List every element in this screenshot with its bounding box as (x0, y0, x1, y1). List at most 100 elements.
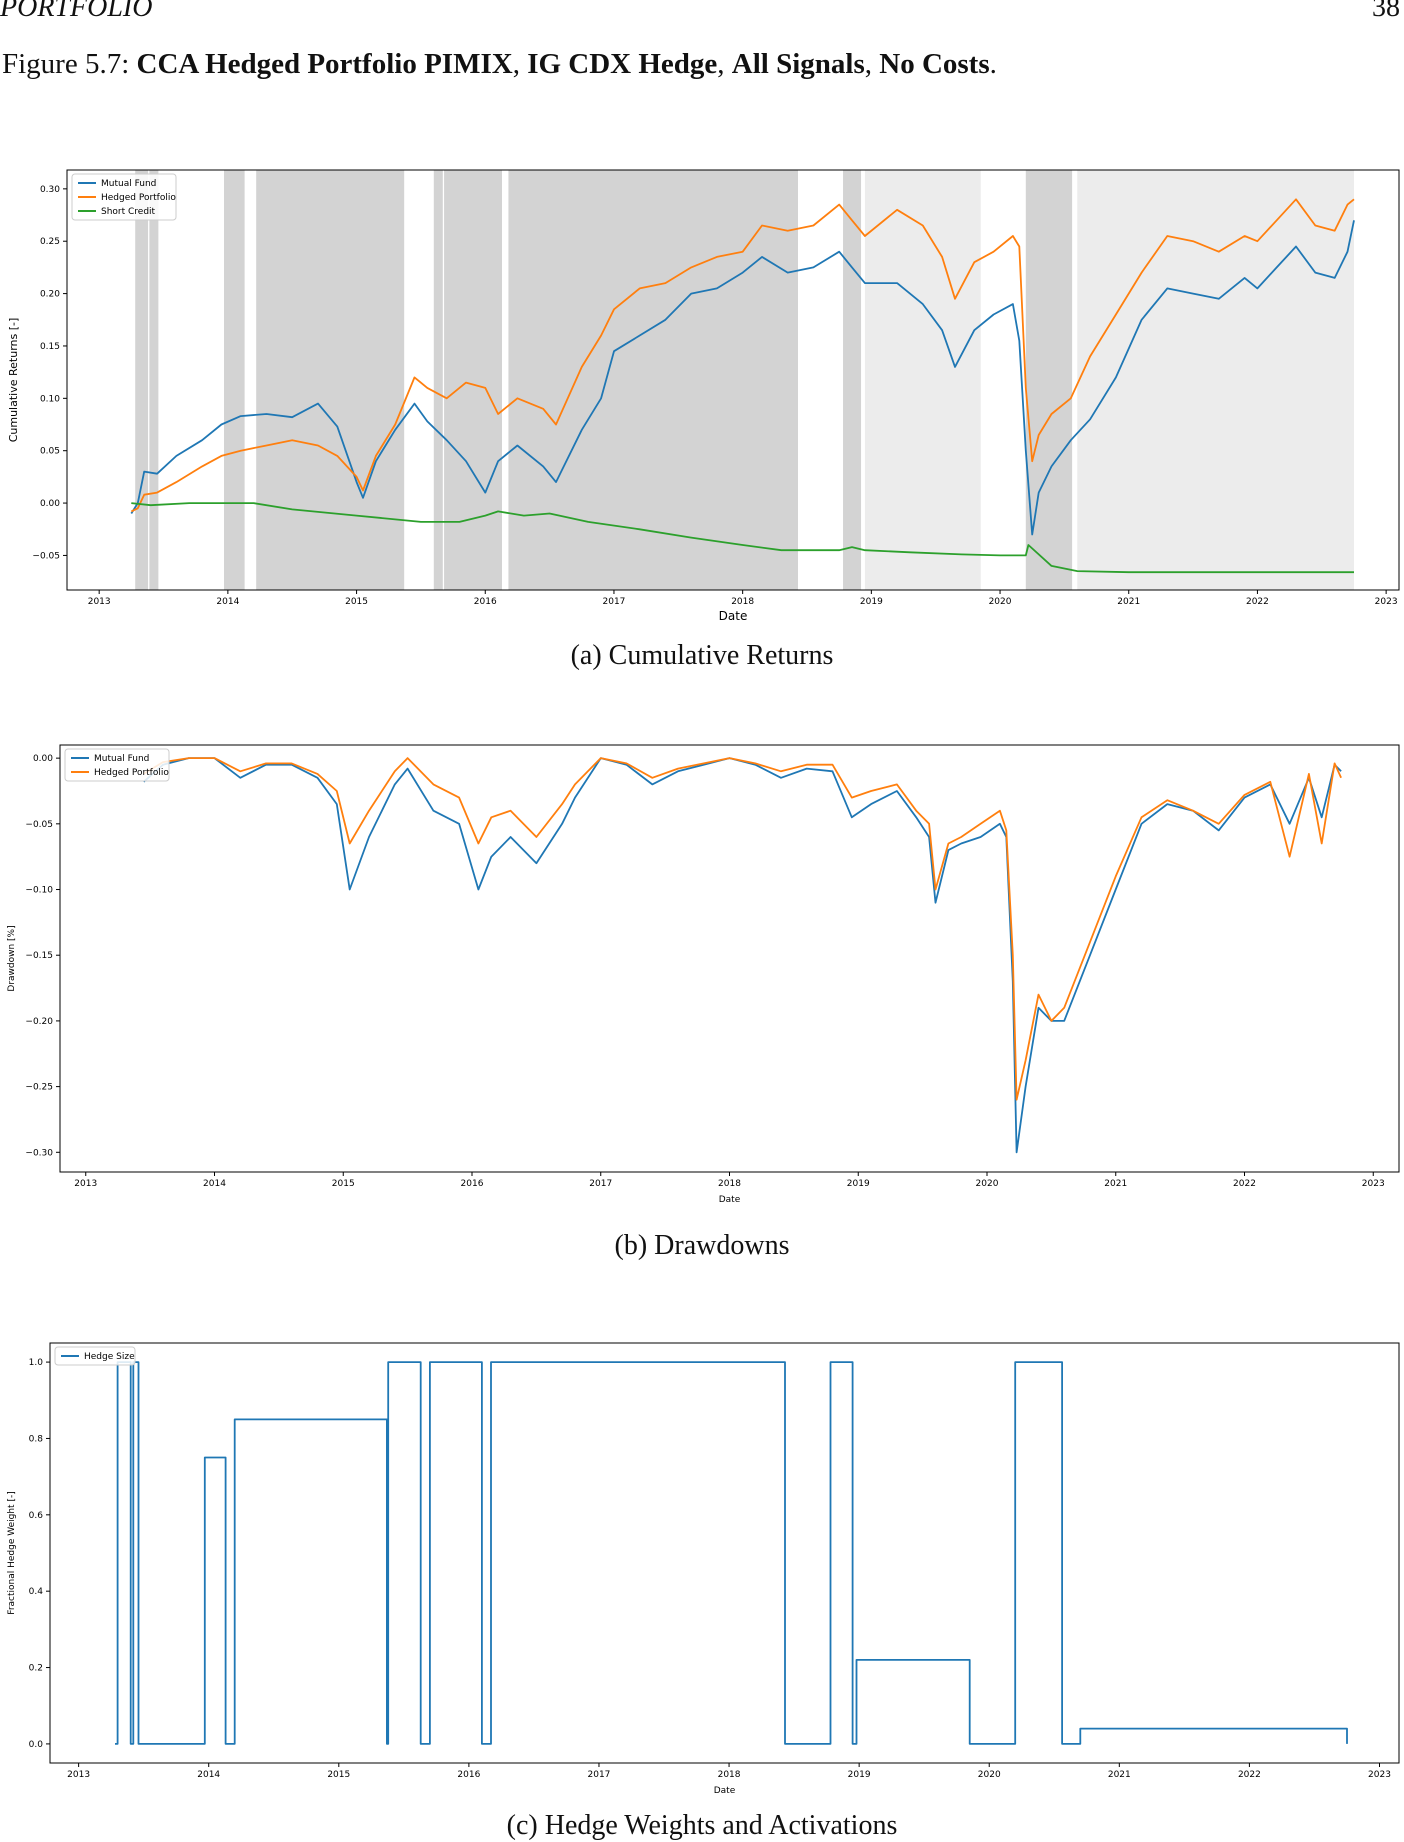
x-tick-label: 2018 (718, 1179, 741, 1189)
x-tick-label: 2019 (860, 597, 883, 607)
legend-label-mutual-fund: Mutual Fund (101, 179, 156, 189)
x-tick-label: 2016 (474, 597, 497, 607)
x-tick-label: 2015 (345, 597, 368, 607)
hedge-active-region (444, 170, 502, 590)
y-tick-label: −0.15 (25, 951, 53, 961)
legend-label-mutual-fund: Mutual Fund (94, 754, 149, 764)
y-tick-label: −0.25 (25, 1083, 53, 1093)
series-line-hedge-size (115, 1361, 1348, 1745)
figure-title-part: , (864, 48, 880, 80)
y-tick-label: −0.05 (25, 820, 53, 830)
figure-title-part: All Signals (731, 48, 865, 80)
figure-title-part: CCA Hedged Portfolio PIMIX (136, 48, 513, 80)
hedge-active-region (149, 170, 159, 590)
x-tick-label: 2014 (203, 1179, 226, 1189)
y-tick-label: 0.25 (40, 237, 60, 247)
y-axis-label: Drawdown [%] (7, 925, 17, 991)
y-tick-label: 0.15 (40, 342, 60, 352)
hedge-active-region (1025, 170, 1073, 590)
drawdowns-chart: 2013 2014 2015 2016 2017 2018 2019 2020 2021 2022… (7, 744, 1400, 1205)
y-tick-label: 0.6 (29, 1511, 44, 1521)
y-tick-label: 0.20 (40, 290, 60, 300)
x-tick-label: 2019 (848, 1770, 871, 1780)
y-tick-label: 0.30 (40, 185, 60, 195)
figure-title-part: IG CDX Hedge (527, 48, 718, 80)
y-tick-label: 0.8 (29, 1434, 44, 1444)
y-tick-label: −0.20 (25, 1017, 53, 1027)
x-tick-label: 2017 (589, 1179, 612, 1189)
x-axis-label: Date (719, 609, 748, 623)
hedge-active-region (433, 170, 443, 590)
x-axis-label: Date (714, 1786, 736, 1795)
page-number: 38 (1372, 0, 1400, 23)
x-tick-label: 2021 (1108, 1770, 1131, 1780)
plot-frame (49, 1342, 1400, 1764)
y-tick-label: 0.0 (29, 1740, 44, 1750)
figure-title-part: , (512, 48, 528, 80)
x-tick-label: 2019 (847, 1179, 870, 1189)
x-tick-label: 2013 (88, 597, 111, 607)
hedge-weights-chart: 2013 2014 2015 2016 2017 2018 2019 2020 2021 2022… (7, 1342, 1400, 1795)
legend-label-hedged-portfolio: Hedged Portfolio (101, 193, 176, 203)
plot-frame (59, 744, 1400, 1173)
x-tick-label: 2014 (197, 1770, 220, 1780)
x-tick-label: 2017 (588, 1770, 611, 1780)
x-tick-label: 2013 (74, 1179, 97, 1189)
y-tick-label: 0.05 (40, 447, 60, 457)
x-tick-label: 2023 (1368, 1770, 1391, 1780)
hedge-active-region (508, 170, 798, 590)
x-tick-label: 2014 (216, 597, 239, 607)
x-tick-label: 2020 (978, 1770, 1001, 1780)
legend-label-hedged-portfolio: Hedged Portfolio (94, 768, 169, 778)
plot-frame (66, 169, 1400, 591)
y-tick-label: −0.05 (32, 551, 60, 561)
x-tick-label: 2023 (1375, 597, 1398, 607)
legend-label-short-credit: Short Credit (101, 207, 156, 217)
figure-title-part: No Costs (879, 48, 990, 80)
y-tick-label: 0.2 (29, 1664, 43, 1674)
light-signal-region (864, 170, 981, 590)
figure-label: Figure 5.7: (2, 48, 130, 80)
x-tick-label: 2013 (67, 1770, 90, 1780)
series-line-hedged-portfolio (130, 198, 1355, 513)
legend-box (54, 1346, 136, 1366)
series-line-short-credit (131, 502, 1354, 574)
caption-drawdowns: (b) Drawdowns (614, 1230, 790, 1261)
y-tick-label: 1.0 (29, 1358, 44, 1368)
x-tick-label: 2017 (603, 597, 626, 607)
figure-title-part: . (989, 48, 997, 80)
x-tick-label: 2020 (989, 597, 1012, 607)
x-tick-label: 2022 (1246, 597, 1269, 607)
caption-cumulative-returns: (a) Cumulative Returns (570, 640, 834, 671)
running-header-section: PORTFOLIO (0, 0, 153, 23)
hedge-active-region (256, 170, 405, 590)
x-tick-label: 2016 (457, 1770, 480, 1780)
hedge-active-region (843, 170, 862, 590)
legend-label-hedge-size: Hedge Size (84, 1352, 135, 1362)
figure-title: Figure 5.7: CCA Hedged Portfolio PIMIX, … (2, 48, 997, 81)
y-axis-label: Fractional Hedge Weight [-] (7, 1491, 17, 1614)
y-tick-label: −0.30 (25, 1148, 53, 1158)
x-tick-label: 2018 (718, 1770, 741, 1780)
x-tick-label: 2022 (1233, 1179, 1256, 1189)
x-tick-label: 2021 (1117, 597, 1140, 607)
cumulative-returns-chart: 2013 2014 2015 2016 2017 2018 2019 2020 2021 2022… (7, 169, 1400, 623)
y-tick-label: 0.10 (40, 394, 60, 404)
x-tick-label: 2015 (332, 1179, 355, 1189)
hedge-active-region (135, 170, 149, 590)
light-signal-region (1077, 170, 1354, 590)
series-line-hedged-portfolio (143, 757, 1342, 1101)
y-tick-label: 0.4 (29, 1587, 44, 1597)
x-axis-label: Date (719, 1195, 741, 1205)
series-line-mutual-fund (130, 220, 1355, 536)
y-axis-label: Cumulative Returns [-] (7, 318, 20, 443)
caption-hedge-weights: (c) Hedge Weights and Activations (506, 1810, 898, 1841)
x-tick-label: 2016 (461, 1179, 484, 1189)
x-tick-label: 2023 (1362, 1179, 1385, 1189)
y-tick-label: 0.00 (33, 754, 53, 764)
series-line-mutual-fund (143, 757, 1342, 1154)
hedge-active-region (224, 170, 245, 590)
y-tick-label: −0.10 (25, 886, 53, 896)
x-tick-label: 2018 (731, 597, 754, 607)
x-tick-label: 2020 (976, 1179, 999, 1189)
